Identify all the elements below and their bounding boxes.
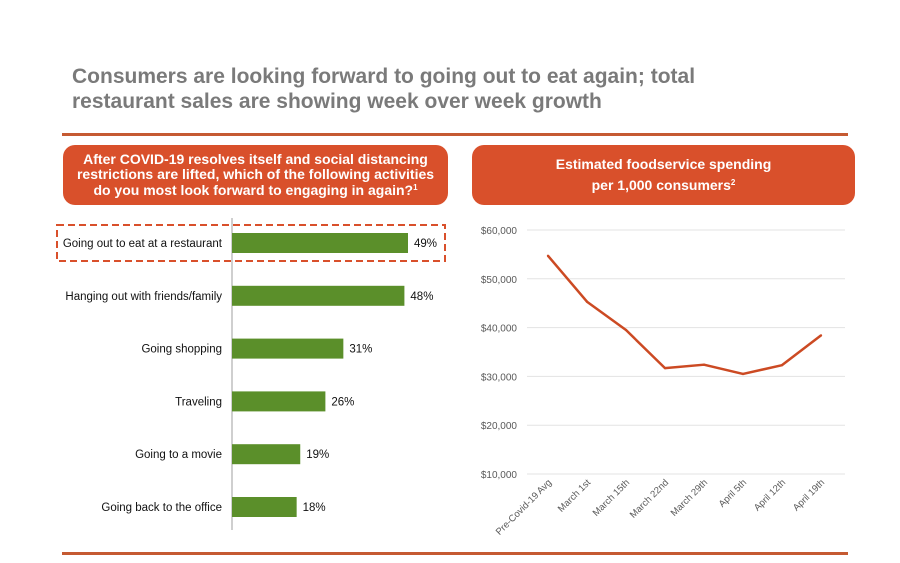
title-line-2: restaurant sales are showing week over w…	[72, 90, 602, 113]
data-point	[819, 334, 823, 337]
spending-banner-line-2: per 1,000 consumers2	[472, 175, 855, 196]
bar-category-label: Going out to eat at a restaurant	[63, 238, 223, 250]
data-point	[780, 363, 784, 367]
bar	[232, 497, 297, 517]
x-tick-label: April 19th	[791, 477, 827, 513]
data-point	[663, 366, 667, 370]
survey-question-banner: After COVID-19 resolves itself and socia…	[63, 145, 448, 205]
top-divider	[62, 133, 848, 136]
data-point	[702, 363, 706, 366]
data-point	[741, 372, 745, 376]
survey-question-line-1: After COVID-19 resolves itself and socia…	[83, 150, 428, 167]
bar-category-label: Going shopping	[141, 344, 222, 356]
bar-value-label: 48%	[410, 291, 433, 303]
bar	[232, 285, 405, 306]
bar	[232, 338, 344, 359]
bar-category-label: Going back to the office	[101, 502, 222, 514]
footnote-marker: 1	[413, 182, 418, 192]
y-tick-label: $30,000	[481, 372, 518, 383]
y-tick-label: $40,000	[481, 324, 518, 335]
y-tick-label: $60,000	[481, 226, 518, 237]
y-tick-label: $10,000	[481, 470, 518, 481]
bar-value-label: 49%	[414, 238, 437, 250]
x-tick-label: March 29th	[669, 477, 710, 518]
survey-question-text-3: do you most look forward to engaging in …	[93, 181, 414, 198]
bar-category-label: Going to a movie	[135, 449, 222, 461]
x-tick-label: Pre-Covid-19 Avg	[494, 477, 554, 537]
data-point	[624, 328, 628, 332]
y-tick-label: $50,000	[481, 275, 518, 286]
bottom-divider	[62, 552, 848, 555]
footnote-marker: 2	[730, 178, 736, 187]
title-line-1: Consumers are looking forward to going o…	[72, 65, 696, 88]
bar	[232, 444, 301, 465]
bar	[232, 233, 408, 253]
page-title: Consumers are looking forward to going o…	[72, 64, 832, 114]
x-tick-label: March 1st	[556, 477, 594, 515]
y-tick-label: $20,000	[481, 421, 518, 432]
x-tick-label: March 22nd	[628, 477, 671, 520]
spending-banner-text-2: per 1,000 consumers	[591, 177, 731, 193]
highlight-dashed-box	[56, 224, 446, 262]
spending-chart-banner: Estimated foodservice spending per 1,000…	[472, 145, 855, 205]
bar-value-label: 31%	[349, 344, 372, 356]
x-tick-label: April 5th	[717, 477, 749, 509]
bar-value-label: 18%	[303, 502, 326, 514]
bar-value-label: 19%	[306, 449, 329, 461]
data-point	[546, 254, 550, 258]
survey-question-line-2: restrictions are lifted, which of the fo…	[76, 166, 435, 183]
x-tick-label: April 12th	[752, 477, 788, 513]
spending-series-line	[547, 255, 822, 376]
spending-banner-line-1: Estimated foodservice spending	[555, 156, 772, 172]
data-point	[585, 300, 589, 303]
bar	[232, 391, 326, 412]
survey-question-line-3: do you most look forward to engaging in …	[63, 181, 448, 199]
bar-value-label: 26%	[331, 396, 354, 408]
x-tick-label: March 15th	[591, 477, 632, 518]
bar-category-label: Traveling	[175, 396, 222, 408]
bar-category-label: Hanging out with friends/family	[65, 291, 222, 303]
